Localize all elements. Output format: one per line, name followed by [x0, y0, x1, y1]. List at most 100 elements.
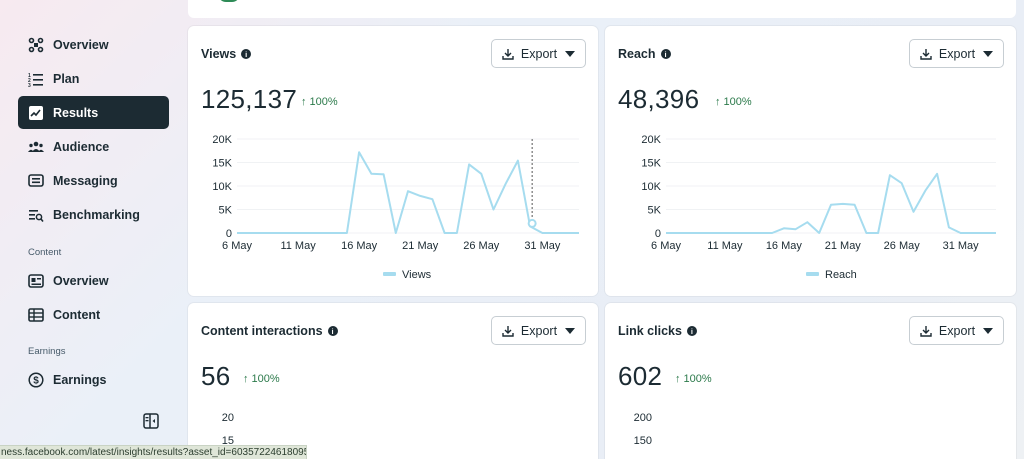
reach-card: Reach i Export 48,396 ↑ 100% 0 5K 10K 15K 20… [605, 26, 1016, 296]
sidebar-item-label: Plan [53, 71, 80, 86]
download-icon [502, 48, 514, 60]
legend-label: Views [402, 269, 432, 281]
earnings-section-label: Earnings [28, 346, 66, 357]
info-icon[interactable]: i [686, 326, 697, 336]
views-value: 125,137 [201, 84, 298, 114]
svg-text:$: $ [33, 375, 39, 386]
interactions-export-button[interactable]: Export [491, 316, 586, 345]
status-bar-url: ness.facebook.com/latest/insights/result… [0, 445, 307, 459]
link-clicks-export-button[interactable]: Export [909, 316, 1004, 345]
series-line[interactable] [237, 151, 579, 234]
previous-card-edge [188, 0, 1016, 18]
download-icon [920, 325, 932, 337]
dollar-icon: $ [27, 371, 45, 389]
overview-icon [27, 36, 45, 54]
results-icon [27, 104, 45, 122]
reach-title: Reach i [618, 47, 671, 61]
sidebar-item-label: Earnings [53, 372, 107, 387]
y-tick-label: 0 [226, 228, 232, 240]
sidebar-item-audience[interactable]: Audience [18, 130, 169, 163]
legend-swatch [806, 272, 819, 276]
link-clicks-chart: 150 200 [634, 412, 652, 447]
caret-down-icon [983, 327, 994, 334]
sidebar-item-content[interactable]: Content [18, 298, 169, 331]
sidebar-toggle-icon [143, 413, 159, 429]
interactions-title: Content interactions i [201, 324, 338, 338]
sidebar-item-results[interactable]: Results [18, 96, 169, 129]
card-title-text: Link clicks [618, 324, 682, 338]
y-tick-label: 5K [648, 205, 662, 217]
views-delta: ↑ 100% [301, 96, 338, 108]
collapse-sidebar-button[interactable] [142, 412, 160, 430]
y-tick-label: 20K [641, 134, 661, 146]
legend-label: Reach [825, 269, 857, 281]
export-label: Export [938, 46, 976, 61]
link-clicks-card: Link clicks i Export 602 ↑ 100% 150 200 [605, 303, 1016, 459]
card-title-text: Content interactions [201, 324, 323, 338]
y-tick-label: 15K [641, 158, 661, 170]
x-tick-label: 31 May [943, 240, 980, 252]
legend-swatch [383, 272, 396, 276]
card-title-text: Views [201, 47, 237, 61]
hover-point[interactable] [527, 218, 537, 228]
sidebar-item-benchmarking[interactable]: Benchmarking [18, 198, 169, 231]
export-label: Export [520, 46, 558, 61]
sidebar-item-label: Benchmarking [53, 207, 140, 222]
y-tick-label: 10K [212, 181, 232, 193]
info-icon[interactable]: i [660, 49, 671, 59]
export-label: Export [938, 323, 976, 338]
info-icon[interactable]: i [241, 49, 252, 59]
export-label: Export [520, 323, 558, 338]
y-tick-label: 20 [222, 412, 234, 424]
link-clicks-delta: ↑ 100% [675, 373, 712, 385]
x-tick-label: 11 May [280, 240, 316, 252]
svg-text:2: 2 [28, 78, 31, 84]
reach-export-button[interactable]: Export [909, 39, 1004, 68]
y-tick-label: 15K [212, 158, 232, 170]
views-title: Views i [201, 47, 252, 61]
interactions-card: Content interactions i Export 56 ↑ 100% … [188, 303, 598, 459]
download-icon [920, 48, 932, 60]
sidebar-item-label: Messaging [53, 173, 118, 188]
x-tick-label: 26 May [463, 240, 500, 252]
sidebar-item-label: Content [53, 307, 101, 322]
x-tick-label: 16 May [341, 240, 378, 252]
y-tick-label: 0 [655, 228, 661, 240]
y-tick-label: 20K [212, 134, 232, 146]
views-card: Views i Export 125,137 ↑ 100% 0 5K 10K 15K 2… [188, 26, 598, 296]
messaging-icon [27, 172, 45, 190]
reach-value: 48,396 [618, 84, 700, 114]
sidebar-item-messaging[interactable]: Messaging [18, 164, 169, 197]
sidebar-item-content-overview[interactable]: Overview [18, 264, 169, 297]
sidebar-item-label: Overview [53, 37, 109, 52]
caret-down-icon [565, 327, 576, 334]
link-clicks-title: Link clicks i [618, 324, 697, 338]
caret-down-icon [983, 50, 994, 57]
y-tick-label: 15 [222, 435, 234, 447]
series-line[interactable] [666, 172, 996, 234]
x-tick-label: 6 May [222, 240, 252, 252]
sidebar-item-overview[interactable]: Overview [18, 28, 169, 61]
x-tick-label: 6 May [651, 240, 681, 252]
y-tick-label: 10K [641, 181, 661, 193]
content-overview-icon [27, 272, 45, 290]
y-tick-label: 5K [219, 205, 233, 217]
sidebar-item-label: Results [53, 105, 99, 120]
sidebar-item-earnings[interactable]: $ Earnings [18, 363, 169, 396]
reach-chart: 0 5K 10K 15K 20K 6 May 11 May 16 May 21 May 26 Ma… [641, 134, 996, 281]
info-icon[interactable]: i [327, 326, 338, 336]
y-tick-label: 200 [634, 412, 652, 424]
green-arc-decoration [218, 0, 240, 2]
views-chart: 0 5K 10K 15K 20K 6 May 11 May 16 May 21 May 26 Ma… [212, 134, 579, 281]
sidebar-item-label: Overview [53, 273, 109, 288]
views-export-button[interactable]: Export [491, 39, 586, 68]
reach-delta: ↑ 100% [715, 96, 752, 108]
caret-down-icon [565, 50, 576, 57]
x-tick-label: 31 May [524, 240, 561, 252]
content-section-label: Content [28, 247, 62, 258]
audience-icon [27, 138, 45, 156]
x-tick-label: 16 May [766, 240, 803, 252]
